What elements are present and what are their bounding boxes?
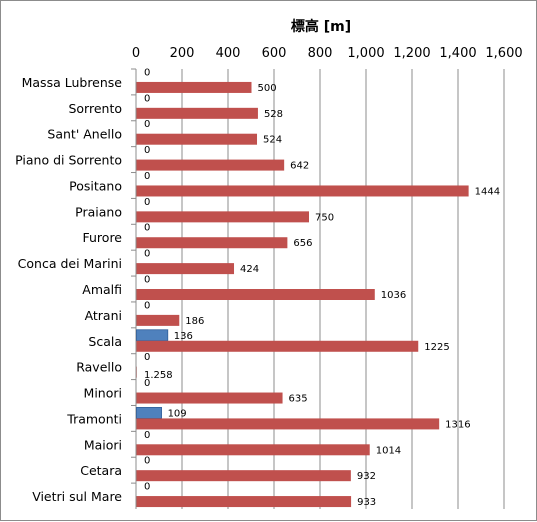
- data-label-series1-10: 136: [174, 331, 193, 342]
- category-label-5: Praiano: [75, 204, 122, 219]
- data-label-series2-12: 635: [289, 394, 308, 405]
- data-label-series1-11: 0: [144, 352, 150, 363]
- bar-series2-4: [137, 185, 469, 196]
- data-label-series2-10: 1225: [424, 342, 449, 353]
- category-label-14: Maiori: [84, 437, 122, 452]
- data-label-series2-15: 932: [357, 471, 376, 482]
- data-label-series1-13: 109: [168, 408, 187, 419]
- data-label-series2-9: 186: [185, 316, 204, 327]
- data-label-series2-5: 750: [315, 212, 334, 223]
- bar-series2-6: [137, 237, 288, 248]
- category-label-11: Ravello: [76, 360, 122, 375]
- bar-series2-16: [137, 496, 352, 507]
- data-label-series2-0: 500: [258, 83, 277, 94]
- data-label-series2-6: 656: [293, 238, 312, 249]
- bar-series2-8: [137, 289, 375, 300]
- category-label-4: Positano: [69, 178, 122, 193]
- data-label-series1-12: 0: [144, 378, 150, 389]
- data-label-series1-16: 0: [144, 482, 150, 493]
- x-tick-label-1: 200: [170, 46, 195, 61]
- bar-series2-12: [137, 393, 283, 404]
- bar-series2-14: [137, 444, 370, 455]
- data-label-series2-14: 1014: [376, 445, 401, 456]
- chart-title: 標高 [m]: [291, 18, 351, 35]
- category-label-16: Vietri sul Mare: [32, 489, 122, 504]
- x-tick-label-2: 400: [216, 46, 241, 61]
- x-tick-label-6: 1,200: [393, 46, 430, 61]
- data-label-series1-3: 0: [144, 145, 150, 156]
- category-label-13: Tramonti: [66, 411, 122, 426]
- category-label-6: Furore: [83, 230, 123, 245]
- data-label-series2-4: 1444: [475, 186, 500, 197]
- data-label-series1-2: 0: [144, 119, 150, 130]
- x-tick-label-4: 800: [308, 46, 333, 61]
- category-label-0: Massa Lubrense: [22, 75, 123, 90]
- category-label-2: Sant' Anello: [47, 127, 122, 142]
- data-label-series1-1: 0: [144, 93, 150, 104]
- category-label-9: Atrani: [85, 308, 122, 323]
- bar-series2-1: [137, 108, 258, 119]
- data-label-series1-14: 0: [144, 430, 150, 441]
- bar-series1-10: [137, 330, 168, 341]
- data-label-series2-16: 933: [357, 497, 376, 508]
- data-label-series1-8: 0: [144, 275, 150, 286]
- data-label-series1-5: 0: [144, 197, 150, 208]
- bar-series2-0: [137, 82, 252, 93]
- bar-series2-9: [137, 315, 180, 326]
- data-label-series2-7: 424: [240, 264, 259, 275]
- data-label-series2-8: 1036: [381, 290, 406, 301]
- category-label-1: Sorrento: [68, 101, 122, 116]
- x-tick-label-8: 1,600: [485, 46, 522, 61]
- data-label-series1-6: 0: [144, 223, 150, 234]
- bar-series2-5: [137, 211, 310, 222]
- bar-series2-13: [137, 418, 440, 429]
- bar-series1-13: [137, 407, 162, 418]
- x-tick-label-5: 1,000: [347, 46, 384, 61]
- category-label-15: Cetara: [80, 463, 122, 478]
- data-label-series2-2: 524: [263, 135, 282, 146]
- category-label-10: Scala: [88, 334, 122, 349]
- data-label-series2-3: 642: [290, 161, 309, 172]
- category-label-12: Minori: [84, 386, 122, 401]
- data-label-series1-4: 0: [144, 171, 150, 182]
- data-label-series2-13: 1316: [445, 419, 470, 430]
- bar-series2-10: [137, 341, 419, 352]
- x-tick-label-7: 1,400: [439, 46, 476, 61]
- category-label-8: Amalfi: [82, 282, 122, 297]
- bar-series2-7: [137, 263, 235, 274]
- category-label-3: Piano di Sorrento: [15, 153, 122, 168]
- bar-series2-15: [137, 470, 351, 481]
- data-label-series1-9: 0: [144, 300, 150, 311]
- data-label-series1-0: 0: [144, 67, 150, 78]
- data-label-series2-1: 528: [264, 109, 283, 120]
- bar-series2-3: [137, 160, 285, 171]
- x-tick-label-0: 0: [132, 46, 140, 61]
- data-label-series1-15: 0: [144, 456, 150, 467]
- data-label-series1-7: 0: [144, 249, 150, 260]
- bar-series2-2: [137, 134, 258, 145]
- x-tick-label-3: 600: [262, 46, 287, 61]
- category-label-7: Conca dei Marini: [18, 256, 122, 271]
